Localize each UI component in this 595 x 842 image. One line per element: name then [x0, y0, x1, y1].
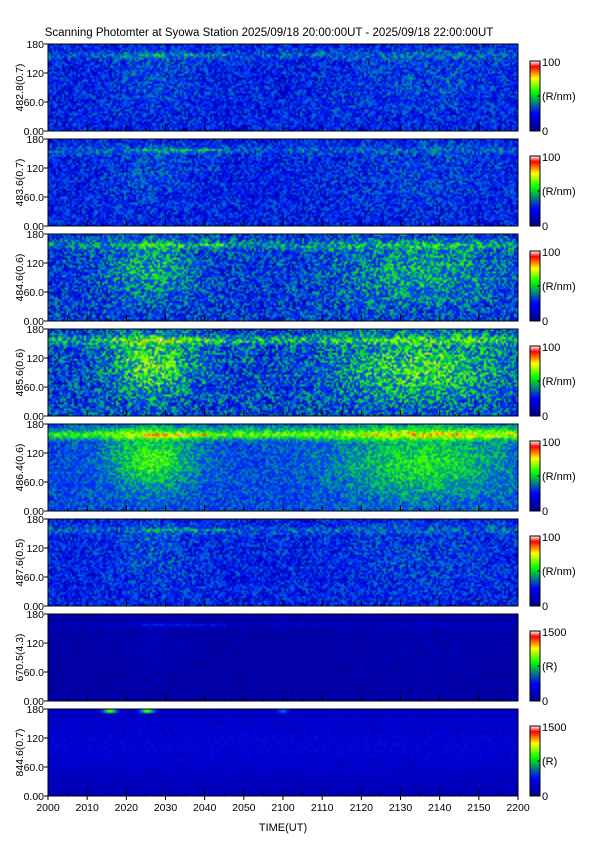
x-tick-label: 2110: [311, 802, 334, 814]
panel-ylabel: 670.5(4.3): [14, 634, 26, 682]
heatmap-image: [48, 329, 518, 416]
heatmap-panel: 0.00 60.0 120 180 485.6(0.6) 100 (R/nm) 0: [14, 324, 576, 423]
x-tick-label: 2050: [232, 802, 256, 814]
x-axis-label: TIME(UT): [259, 822, 307, 834]
colorbar-max-label: 100: [542, 532, 560, 544]
y-tick-label: 0.00: [24, 221, 45, 233]
y-tick-label: 180: [26, 419, 44, 431]
colorbar-min-label: 0: [542, 506, 548, 518]
colorbar-unit-label: (R/nm): [542, 376, 576, 388]
y-tick-label: 120: [26, 258, 44, 270]
y-tick-label: 180: [26, 229, 44, 241]
y-tick-label: 0.00: [24, 316, 45, 328]
x-tick-label: 2150: [467, 802, 491, 814]
y-tick-label: 0.00: [24, 506, 45, 518]
heatmap-panel: 0.00 60.0 120 180 670.5(4.3) 1500 (R) 0: [14, 609, 566, 708]
y-tick-label: 120: [26, 68, 44, 80]
panel-ylabel: 486.4(0.6): [14, 444, 26, 492]
y-tick-label: 120: [26, 543, 44, 555]
panel-ylabel: 844.6(0.7): [14, 729, 26, 777]
y-tick-label: 60.0: [24, 762, 45, 774]
x-tick-label: 2040: [193, 802, 217, 814]
y-tick-label: 60.0: [24, 667, 45, 679]
colorbar-min-label: 0: [542, 791, 548, 803]
colorbar-unit-label: (R/nm): [542, 91, 576, 103]
y-tick-label: 60.0: [24, 287, 45, 299]
y-tick-label: 120: [26, 353, 44, 365]
colorbar-max-label: 100: [542, 57, 560, 69]
colorbar-min-label: 0: [542, 221, 548, 233]
colorbar-max-label: 100: [542, 247, 560, 259]
y-tick-label: 180: [26, 704, 44, 716]
heatmap-image: [48, 424, 518, 511]
colorbar-unit-label: (R): [542, 756, 557, 768]
panel-ylabel: 483.6(0.7): [14, 159, 26, 207]
y-tick-label: 60.0: [24, 382, 45, 394]
y-tick-label: 180: [26, 39, 44, 51]
colorbar-max-label: 100: [542, 437, 560, 449]
heatmap-panel: 0.00 60.0 120 180 844.6(0.7) 1500 (R) 0: [14, 704, 566, 803]
heatmap-panel: 0.00 60.0 120 180 486.4(0.6) 100 (R/nm) 0: [14, 419, 576, 518]
y-tick-label: 0.00: [24, 791, 45, 803]
heatmap-image: [48, 709, 518, 796]
x-tick-label: 2020: [115, 802, 139, 814]
colorbar-min-label: 0: [542, 316, 548, 328]
panel-ylabel: 482.8(0.7): [14, 64, 26, 112]
chart-title: Scanning Photomter at Syowa Station 2025…: [45, 27, 494, 39]
y-tick-label: 180: [26, 514, 44, 526]
y-tick-label: 0.00: [24, 126, 45, 138]
y-tick-label: 0.00: [24, 601, 45, 613]
y-tick-label: 60.0: [24, 572, 45, 584]
colorbar-min-label: 0: [542, 601, 548, 613]
colorbar-max-label: 1500: [542, 722, 566, 734]
y-tick-label: 0.00: [24, 411, 45, 423]
colorbar-max-label: 100: [542, 152, 560, 164]
y-tick-label: 180: [26, 609, 44, 621]
heatmap-panel: 0.00 60.0 120 180 484.6(0.6) 100 (R/nm) 0: [14, 229, 576, 328]
colorbar-unit-label: (R/nm): [542, 471, 576, 483]
heatmap-panel: 0.00 60.0 120 180 482.8(0.7) 100 (R/nm) 0: [14, 39, 576, 138]
heatmap-image: [48, 139, 518, 226]
heatmap-image: [48, 234, 518, 321]
y-tick-label: 0.00: [24, 696, 45, 708]
colorbar-min-label: 0: [542, 126, 548, 138]
y-tick-label: 60.0: [24, 97, 45, 109]
heatmap-image: [48, 614, 518, 701]
y-tick-label: 120: [26, 163, 44, 175]
colorbar-unit-label: (R): [542, 661, 557, 673]
y-tick-label: 120: [26, 448, 44, 460]
y-tick-label: 60.0: [24, 477, 45, 489]
panel-ylabel: 484.6(0.6): [14, 254, 26, 302]
panel-ylabel: 487.6(0.5): [14, 539, 26, 587]
colorbar-min-label: 0: [542, 696, 548, 708]
x-tick-label: 2200: [506, 802, 530, 814]
y-tick-label: 180: [26, 324, 44, 336]
y-tick-label: 120: [26, 638, 44, 650]
colorbar-max-label: 100: [542, 342, 560, 354]
x-tick-label: 2100: [271, 802, 295, 814]
y-tick-label: 60.0: [24, 192, 45, 204]
colorbar-unit-label: (R/nm): [542, 566, 576, 578]
y-tick-label: 120: [26, 733, 44, 745]
heatmap-panel: 0.00 60.0 120 180 483.6(0.7) 100 (R/nm) 0: [14, 134, 576, 233]
heatmap-image: [48, 44, 518, 131]
colorbar-unit-label: (R/nm): [542, 186, 576, 198]
x-tick-label: 2010: [75, 802, 99, 814]
x-tick-label: 2000: [36, 802, 60, 814]
heatmap-panel: 0.00 60.0 120 180 487.6(0.5) 100 (R/nm) 0: [14, 514, 576, 613]
colorbar-max-label: 1500: [542, 627, 566, 639]
x-tick-label: 2130: [389, 802, 413, 814]
colorbar-unit-label: (R/nm): [542, 281, 576, 293]
colorbar-min-label: 0: [542, 411, 548, 423]
heatmap-image: [48, 519, 518, 606]
y-tick-label: 180: [26, 134, 44, 146]
panel-ylabel: 485.6(0.6): [14, 349, 26, 397]
x-tick-label: 2120: [350, 802, 374, 814]
x-tick-label: 2030: [154, 802, 178, 814]
x-tick-label: 2140: [428, 802, 452, 814]
